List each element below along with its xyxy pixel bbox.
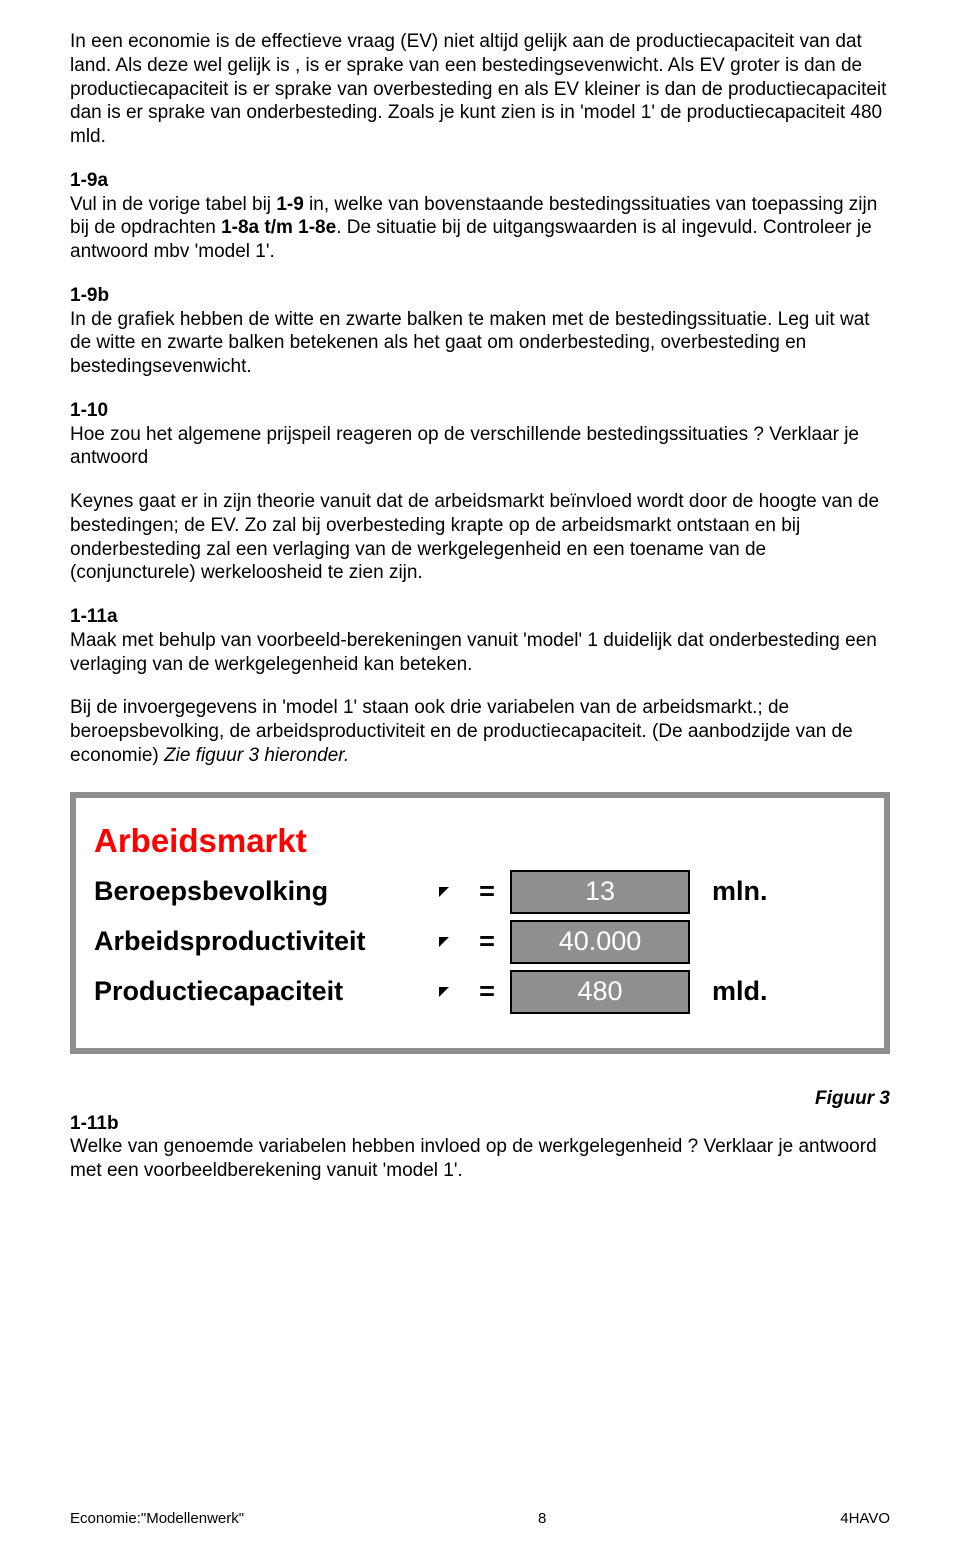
page: In een economie is de effectieve vraag (… [0, 0, 960, 1545]
section-1-9b: 1-9b In de grafiek hebben de witte en zw… [70, 284, 890, 379]
page-footer: Economie:"Modellenwerk" 8 4HAVO [70, 1510, 890, 1527]
figure-value: 480 [510, 970, 690, 1014]
text-1-9b: In de grafiek hebben de witte en zwarte … [70, 309, 870, 378]
text-1-9a-a: Vul in de vorige tabel bij [70, 194, 276, 215]
figure-row-productiecapaciteit: Productiecapaciteit = 480 mld. [90, 970, 870, 1014]
heading-1-9a: 1-9a [70, 170, 108, 191]
figure-unit: mln. [712, 876, 768, 907]
figure-title: Arbeidsmarkt [94, 822, 870, 860]
text-1-9a-d: 1-8a t/m 1-8e [221, 217, 336, 238]
footer-right: 4HAVO [840, 1510, 890, 1527]
equals-sign: = [464, 876, 510, 907]
text-1-11b: Welke van genoemde variabelen hebben inv… [70, 1136, 877, 1181]
figure-caption: Figuur 3 [70, 1088, 890, 1110]
figure-row-beroepsbevolking: Beroepsbevolking = 13 mln. [90, 870, 870, 914]
text-1-9a-b: 1-9 [276, 194, 303, 215]
figure-value: 40.000 [510, 920, 690, 964]
model-variables-paragraph: Bij de invoergegevens in 'model 1' staan… [70, 696, 890, 767]
equals-sign: = [464, 926, 510, 957]
heading-1-11a: 1-11a [70, 606, 118, 627]
footer-left: Economie:"Modellenwerk" [70, 1510, 244, 1527]
section-1-11b: 1-11b Welke van genoemde variabelen hebb… [70, 1112, 890, 1183]
figure-label: Beroepsbevolking [90, 876, 424, 907]
text-1-10: Hoe zou het algemene prijspeil reageren … [70, 424, 859, 469]
text-1-11a: Maak met behulp van voorbeeld-berekening… [70, 630, 877, 675]
figure-value: 13 [510, 870, 690, 914]
equals-sign: = [464, 976, 510, 1007]
keynes-paragraph: Keynes gaat er in zijn theorie vanuit da… [70, 490, 890, 585]
triangle-icon [424, 987, 464, 997]
figure-arbeidsmarkt: Arbeidsmarkt Beroepsbevolking = 13 mln. … [70, 792, 890, 1054]
heading-1-11b: 1-11b [70, 1113, 119, 1134]
section-1-11a: 1-11a Maak met behulp van voorbeeld-bere… [70, 605, 890, 676]
figure-row-arbeidsproductiviteit: Arbeidsproductiviteit = 40.000 [90, 920, 870, 964]
footer-center: 8 [538, 1510, 546, 1527]
intro-paragraph: In een economie is de effectieve vraag (… [70, 30, 890, 149]
triangle-icon [424, 887, 464, 897]
figure-label: Arbeidsproductiviteit [90, 926, 424, 957]
heading-1-10: 1-10 [70, 400, 108, 421]
text-model-vars-b: Zie figuur 3 hieronder. [164, 745, 349, 766]
section-1-10: 1-10 Hoe zou het algemene prijspeil reag… [70, 399, 890, 470]
figure-label: Productiecapaciteit [90, 976, 424, 1007]
triangle-icon [424, 937, 464, 947]
heading-1-9b: 1-9b [70, 285, 109, 306]
figure-unit: mld. [712, 976, 768, 1007]
section-1-9a: 1-9a Vul in de vorige tabel bij 1-9 in, … [70, 169, 890, 264]
